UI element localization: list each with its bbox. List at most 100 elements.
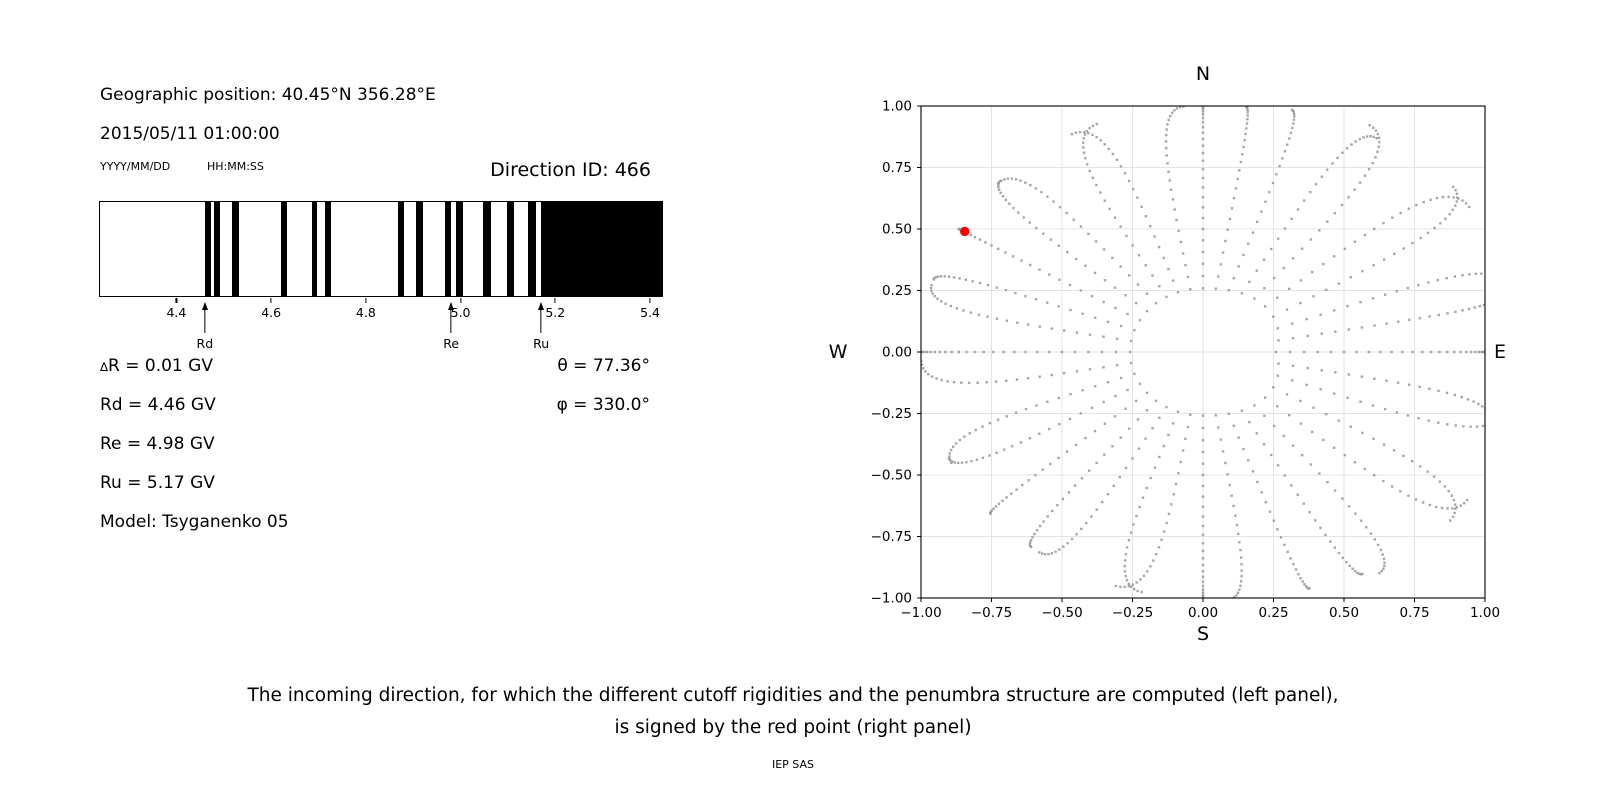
direction-dot: [1468, 205, 1471, 209]
direction-dot: [1057, 244, 1060, 247]
direction-dot: [1005, 415, 1008, 418]
direction-dot: [1084, 264, 1087, 267]
direction-dot: [1497, 278, 1499, 280]
direction-dot: [1128, 274, 1131, 277]
direction-dot: [970, 460, 973, 463]
x-tick-label: −1.00: [900, 605, 941, 621]
direction-dot: [930, 284, 933, 287]
direction-dot: [1385, 379, 1388, 382]
direction-dot: [1296, 208, 1300, 211]
direction-dot: [1086, 163, 1089, 166]
direction-dot: [1133, 372, 1136, 375]
direction-dot: [1063, 329, 1066, 332]
marker-arrowhead-re: [448, 302, 455, 310]
direction-dot: [1426, 231, 1430, 235]
direction-dot: [1024, 350, 1027, 354]
direction-dot: [1337, 282, 1340, 285]
direction-dot: [1085, 129, 1089, 133]
datetime-text: 2015/05/11 01:00:00: [100, 124, 280, 144]
direction-dot: [1133, 588, 1136, 591]
direction-dot: [1334, 371, 1337, 374]
direction-dot: [1311, 430, 1314, 434]
direction-dot: [1019, 441, 1022, 444]
direction-dot: [1074, 484, 1077, 487]
direction-dot: [1455, 506, 1458, 509]
direction-dot: [1201, 591, 1205, 594]
direction-dot: [1359, 400, 1362, 403]
direction-dot: [1349, 276, 1352, 279]
direction-dot: [1283, 543, 1286, 547]
direction-dot: [1292, 364, 1295, 368]
direction-dot: [1119, 165, 1123, 168]
direction-dot: [976, 381, 979, 384]
direction-dot: [986, 284, 990, 287]
direction-dot: [1201, 287, 1205, 290]
penumbra-band: [445, 202, 451, 296]
direction-dot: [1119, 376, 1123, 380]
direction-dot: [968, 432, 971, 435]
direction-dot: [1408, 318, 1411, 322]
direction-dot: [1081, 389, 1084, 392]
direction-dot: [1179, 240, 1182, 244]
marker-arrow-re: [450, 309, 452, 333]
direction-dot: [1288, 350, 1292, 354]
direction-dot: [1363, 233, 1366, 237]
direction-dot: [1288, 287, 1291, 291]
direction-dot: [1251, 231, 1254, 234]
direction-dot: [1236, 591, 1240, 594]
direction-dot: [1473, 306, 1476, 309]
direction-dot: [1446, 312, 1449, 315]
direction-dot: [1113, 415, 1117, 418]
direction-dot: [1119, 265, 1122, 268]
direction-dot: [952, 276, 956, 279]
direction-dot: [1343, 247, 1346, 251]
direction-dot: [1021, 483, 1024, 487]
direction-dot: [1066, 251, 1069, 254]
direction-dot: [1305, 383, 1308, 387]
direction-dot: [1239, 160, 1243, 164]
direction-dot: [1070, 537, 1074, 541]
direction-dot: [1453, 350, 1456, 354]
y-tick-label: 0.50: [882, 222, 912, 238]
direction-dot: [1437, 389, 1440, 392]
direction-dot: [1311, 270, 1314, 274]
direction-dot: [943, 275, 946, 278]
direction-dot: [1251, 470, 1254, 473]
direction-dot: [1451, 208, 1455, 211]
direction-dot: [1502, 410, 1504, 412]
direction-dot: [1441, 195, 1445, 199]
direction-dot: [1118, 475, 1121, 479]
direction-dot: [1421, 350, 1424, 354]
direction-dot: [1454, 310, 1457, 313]
direction-dot: [1165, 147, 1168, 150]
direction-dot: [1163, 530, 1166, 533]
direction-dot: [1292, 563, 1295, 566]
direction-dot: [1421, 501, 1425, 504]
direction-dot: [1085, 521, 1088, 525]
direction-dot: [1319, 388, 1322, 391]
direction-dot: [1219, 438, 1222, 441]
direction-dot: [1103, 143, 1106, 146]
direction-dot: [965, 461, 968, 464]
direction-dot: [1445, 391, 1449, 395]
direction-dot: [1001, 499, 1004, 502]
direction-dot: [1084, 157, 1087, 160]
direction-dot: [1277, 237, 1280, 240]
direction-dot: [1152, 559, 1155, 562]
direction-dot: [1075, 257, 1078, 261]
penumbra-band: [311, 202, 318, 296]
direction-dot: [1146, 570, 1149, 573]
direction-dot: [1169, 114, 1172, 118]
direction-dot: [1283, 474, 1287, 477]
direction-dot: [1048, 350, 1051, 354]
direction-dot: [1492, 300, 1494, 302]
direction-dot: [1201, 588, 1205, 591]
direction-dot: [1290, 217, 1293, 220]
direction-dot: [1299, 577, 1302, 580]
direction-dot: [1075, 331, 1079, 334]
direction-dot: [1350, 143, 1353, 146]
direction-dot: [1263, 287, 1266, 290]
direction-dot: [1201, 121, 1205, 124]
direction-dot: [1004, 289, 1007, 292]
direction-dot: [1264, 396, 1267, 399]
